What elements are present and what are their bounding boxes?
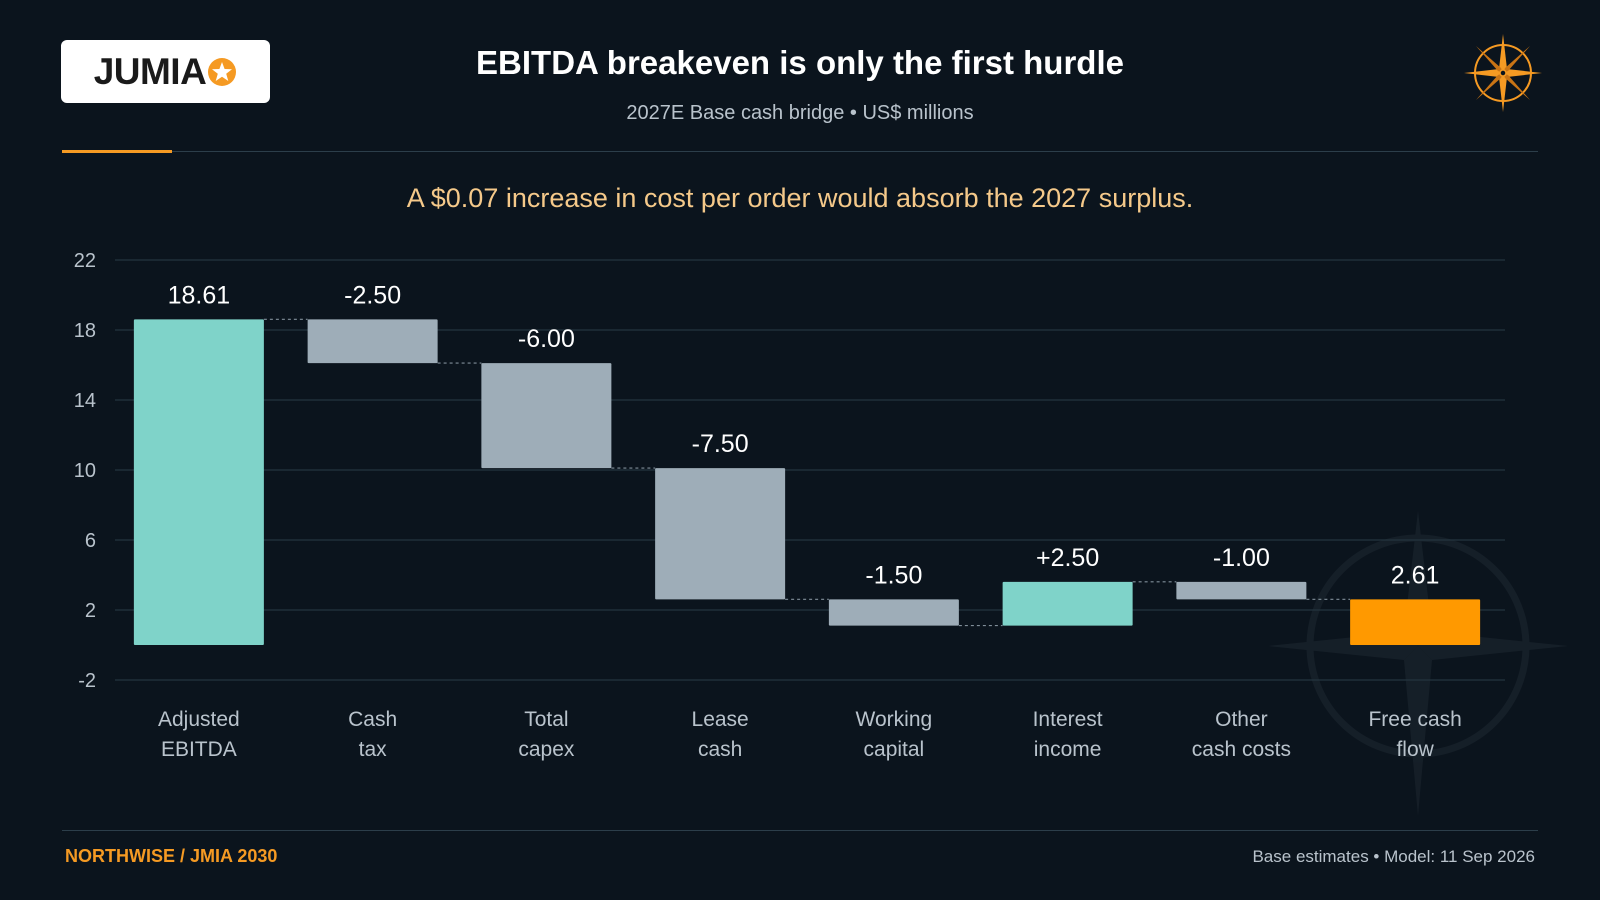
bar-adjusted-ebitda	[133, 319, 264, 645]
x-category-label: Adjusted	[158, 708, 240, 731]
x-category-label: tax	[359, 738, 388, 761]
page-title: EBITDA breakeven is only the first hurdl…	[476, 44, 1124, 81]
footer-divider	[62, 830, 1538, 831]
watermark-compass	[1268, 511, 1568, 816]
bar-cash-tax	[307, 319, 438, 364]
x-category-label: Cash	[348, 708, 397, 731]
header-divider	[62, 151, 1538, 152]
x-category-label: Total	[524, 708, 568, 731]
bar-total-capex	[481, 363, 612, 469]
compass-icon	[1464, 34, 1542, 112]
bar-lease-cash	[655, 468, 786, 600]
data-label: -7.50	[692, 430, 749, 458]
x-category-label: Free cash	[1368, 708, 1461, 731]
x-category-label: Lease	[692, 708, 749, 731]
data-label: -1.00	[1213, 544, 1270, 572]
bar-other-cash-costs	[1176, 581, 1307, 600]
y-tick-label: 2	[85, 600, 96, 622]
y-tick-label: 22	[74, 250, 96, 272]
x-category-label: capital	[864, 738, 925, 761]
y-tick-label: 14	[74, 390, 96, 412]
logo-text: JUMIA	[93, 50, 207, 92]
x-category-label: flow	[1396, 738, 1434, 761]
data-label: 18.61	[168, 281, 231, 309]
data-label: -2.50	[344, 281, 401, 309]
footer-source: NORTHWISE / JMIA 2030	[65, 846, 278, 866]
headline-callout: A $0.07 increase in cost per order would…	[406, 183, 1194, 213]
data-label: -6.00	[518, 325, 575, 353]
x-category-label: income	[1034, 738, 1102, 761]
x-category-label: Interest	[1033, 708, 1103, 731]
x-category-label: capex	[518, 738, 575, 761]
header-accent-bar	[62, 150, 172, 153]
data-label: -1.50	[865, 561, 922, 589]
star-icon	[208, 57, 237, 86]
x-category-label: Other	[1215, 708, 1268, 731]
bar-working-capital	[828, 599, 959, 626]
bar-free-cash-flow	[1350, 599, 1481, 645]
x-category-label: EBITDA	[161, 738, 237, 761]
y-tick-label: -2	[78, 670, 96, 692]
bar-interest-income	[1002, 581, 1133, 626]
y-tick-label: 18	[74, 320, 96, 342]
page-subtitle: 2027E Base cash bridge • US$ millions	[626, 102, 974, 124]
waterfall-chart: 22 18 14 10 6 2 -2 18.61 Adjusted EBITDA -2.50 Cas…	[74, 250, 1568, 816]
x-category-label: cash costs	[1192, 738, 1291, 761]
data-label: 2.61	[1391, 561, 1440, 589]
footer-model-date: Base estimates • Model: 11 Sep 2026	[1252, 847, 1535, 866]
data-label: +2.50	[1036, 544, 1099, 572]
x-category-label: cash	[698, 738, 742, 761]
y-tick-label: 10	[74, 460, 96, 482]
jumia-logo: JUMIA	[61, 40, 270, 103]
x-category-label: Working	[856, 708, 933, 731]
y-tick-label: 6	[85, 530, 96, 552]
